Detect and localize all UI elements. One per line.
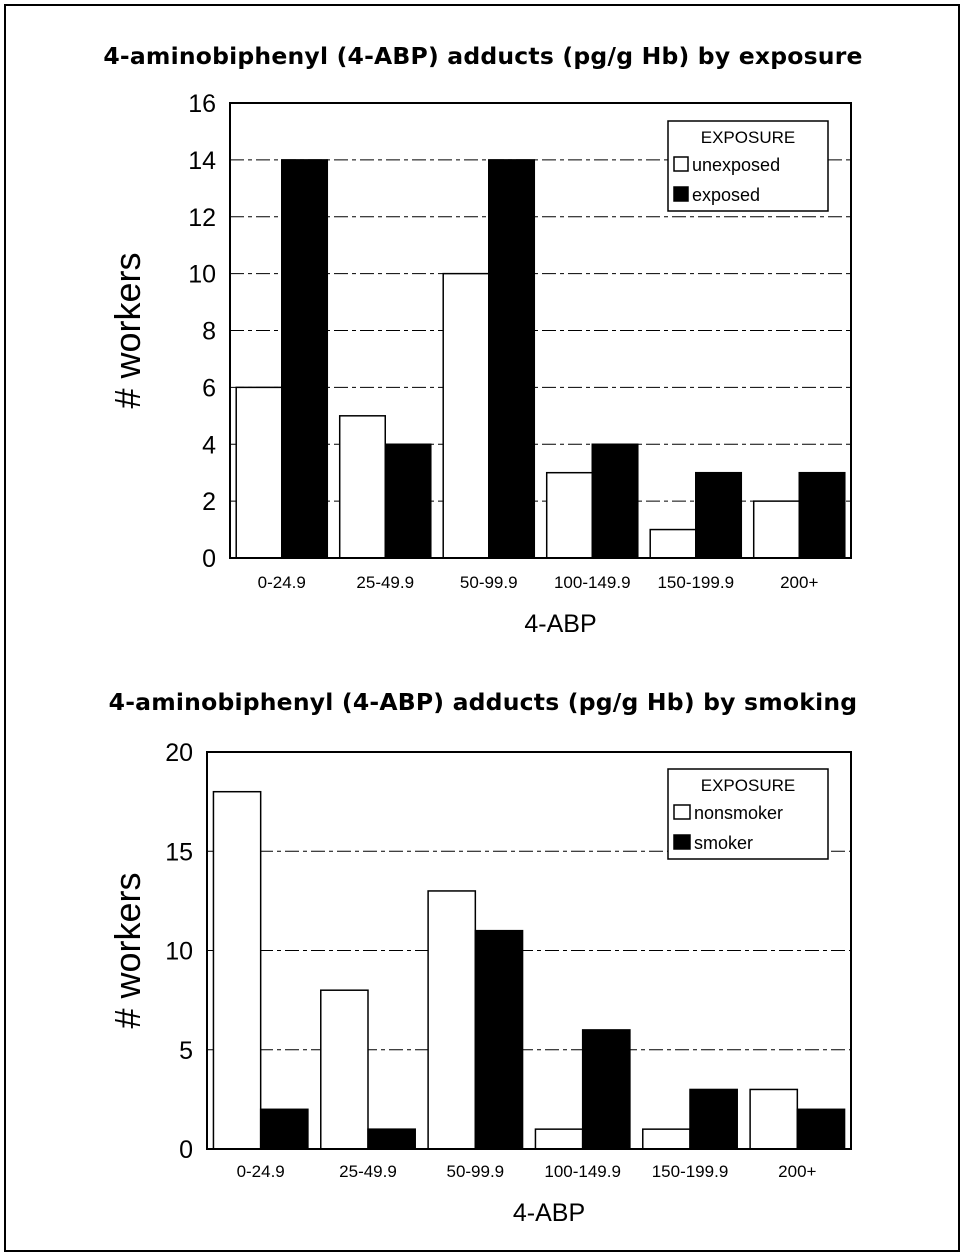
x-tick-label: 50-99.9 (460, 573, 518, 592)
legend-swatch-smoker (673, 834, 691, 850)
y-tick-label: 12 (188, 204, 216, 232)
y-tick-label: 0 (179, 1136, 193, 1164)
x-tick-label: 150-199.9 (652, 1162, 729, 1181)
bar-unexposed-200+ (752, 500, 801, 559)
bar-nonsmoker-150-199.9 (642, 1128, 691, 1150)
y-tick-label: 10 (188, 261, 216, 289)
x-tick-label: 150-199.9 (657, 573, 734, 592)
x-tick-label: 200+ (778, 1162, 816, 1181)
figure-frame (4, 4, 960, 1252)
bar-exposed-200+ (798, 471, 846, 559)
y-tick-label: 14 (188, 147, 216, 175)
bar-exposed-100-149.9 (591, 443, 639, 559)
bar-nonsmoker-0-24.9 (212, 790, 262, 1150)
x-tick-label: 50-99.9 (446, 1162, 504, 1181)
smoking-chart-panel: 4-aminobiphenyl (4-ABP) adducts (pg/g Hb… (0, 628, 966, 1248)
legend-swatch-unexposed (673, 156, 689, 172)
legend-box (667, 768, 829, 860)
bar-nonsmoker-100-149.9 (534, 1128, 584, 1150)
bar-exposed-50-99.9 (488, 159, 536, 559)
legend-label-unexposed: unexposed (692, 155, 780, 175)
bar-unexposed-50-99.9 (442, 272, 490, 559)
x-tick-label: 0-24.9 (237, 1162, 285, 1181)
bar-nonsmoker-25-49.9 (320, 989, 369, 1150)
bar-smoker-200+ (796, 1108, 846, 1150)
legend-swatch-exposed (673, 186, 689, 202)
legend-box (667, 120, 829, 212)
x-tick-label: 100-149.9 (544, 1162, 621, 1181)
bar-unexposed-0-24.9 (235, 386, 283, 559)
y-tick-label: 10 (165, 938, 193, 966)
x-tick-label: 25-49.9 (356, 573, 414, 592)
y-axis-label: # workers (107, 252, 148, 408)
y-tick-label: 5 (179, 1037, 193, 1065)
x-tick-label: 200+ (780, 573, 818, 592)
plot-area (206, 751, 852, 1150)
y-tick-label: 2 (202, 488, 216, 516)
bar-smoker-25-49.9 (367, 1128, 416, 1150)
bar-smoker-150-199.9 (689, 1088, 738, 1150)
bar-smoker-0-24.9 (259, 1108, 309, 1150)
legend-swatch-nonsmoker (673, 804, 691, 820)
legend-label-nonsmoker: nonsmoker (694, 803, 783, 823)
legend-title: EXPOSURE (701, 776, 795, 795)
x-axis-label: 4-ABP (524, 610, 596, 638)
x-tick-label: 0-24.9 (258, 573, 306, 592)
y-tick-label: 16 (188, 90, 216, 118)
bar-unexposed-150-199.9 (649, 528, 697, 559)
y-tick-label: 8 (202, 318, 216, 346)
y-axis-label: # workers (107, 872, 148, 1028)
bar-smoker-100-149.9 (581, 1029, 631, 1150)
y-tick-label: 15 (165, 838, 193, 866)
y-tick-label: 4 (202, 431, 216, 459)
bar-exposed-25-49.9 (384, 443, 432, 559)
bar-nonsmoker-50-99.9 (427, 890, 477, 1150)
x-axis-label: 4-ABP (513, 1199, 585, 1227)
chart-title: 4-aminobiphenyl (4-ABP) adducts (pg/g Hb… (103, 42, 863, 70)
bar-nonsmoker-200+ (749, 1088, 799, 1150)
y-tick-label: 6 (202, 374, 216, 402)
exposure-bar-chart: 0 2 4 6 8 10 12 14 16 0-24.9 25-49.9 50-99.9 100-149… (107, 90, 852, 638)
bar-exposed-150-199.9 (695, 471, 743, 559)
y-tick-label: 20 (165, 739, 193, 767)
y-tick-label: 0 (202, 545, 216, 573)
exposure-chart-panel: 4-aminobiphenyl (4-ABP) adducts (pg/g Hb… (0, 0, 966, 638)
bar-smoker-50-99.9 (474, 929, 524, 1150)
legend-label-exposed: exposed (692, 185, 760, 205)
smoking-bar-chart: 0 5 10 15 20 0-24.9 25-49.9 50-99.9 100-149.9 150… (107, 739, 852, 1227)
plot-area (229, 102, 852, 559)
x-tick-label: 25-49.9 (339, 1162, 397, 1181)
legend-label-smoker: smoker (694, 833, 753, 853)
bar-unexposed-25-49.9 (338, 415, 386, 559)
bar-exposed-0-24.9 (281, 159, 329, 559)
legend-title: EXPOSURE (701, 128, 795, 147)
x-tick-label: 100-149.9 (554, 573, 631, 592)
chart-title: 4-aminobiphenyl (4-ABP) adducts (pg/g Hb… (108, 688, 858, 716)
bar-unexposed-100-149.9 (545, 471, 594, 559)
